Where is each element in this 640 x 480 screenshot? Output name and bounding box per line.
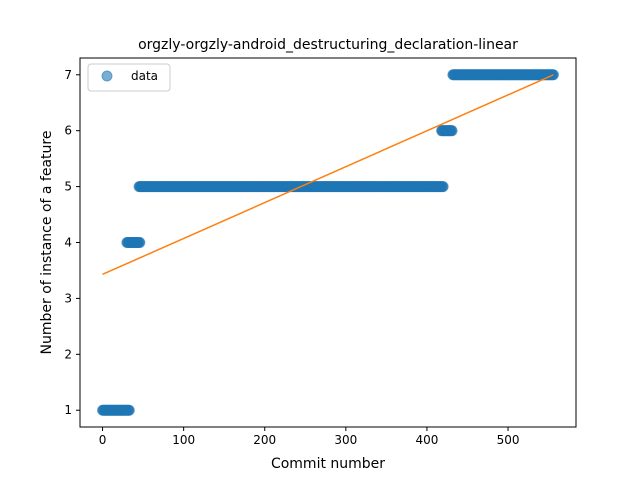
y-tick-label: 3 [64,291,72,305]
y-tick-label: 6 [64,124,72,138]
fit-line [102,74,554,276]
x-axis: 0 100 200 300 400 500 [99,427,520,447]
y-axis: 1 2 3 4 5 6 7 [64,68,80,417]
y-tick-label: 7 [64,68,72,82]
data-point [123,404,135,416]
x-tick-label: 200 [253,433,276,447]
x-tick-label: 400 [415,433,438,447]
y-tick-label: 1 [64,403,72,417]
y-tick-label: 4 [64,236,72,250]
data-point [134,237,146,248]
data-point [437,181,449,193]
legend-label-data: data [131,69,158,83]
plot-area [97,69,559,416]
x-tick-label: 0 [99,433,107,447]
chart-title: orgzly-orgzly-android_destructuring_decl… [138,37,518,53]
legend: data [87,63,171,92]
x-axis-label: Commit number [271,456,385,472]
legend-marker-data [101,70,113,82]
plot-frame [79,57,577,428]
x-tick-label: 300 [334,433,357,447]
x-tick-label: 100 [172,433,195,447]
y-axis-label: Number of instance of a feature [39,131,55,355]
y-tick-label: 2 [64,347,72,361]
data-point [446,125,458,137]
y-tick-label: 5 [64,180,72,194]
x-tick-label: 500 [497,433,520,447]
